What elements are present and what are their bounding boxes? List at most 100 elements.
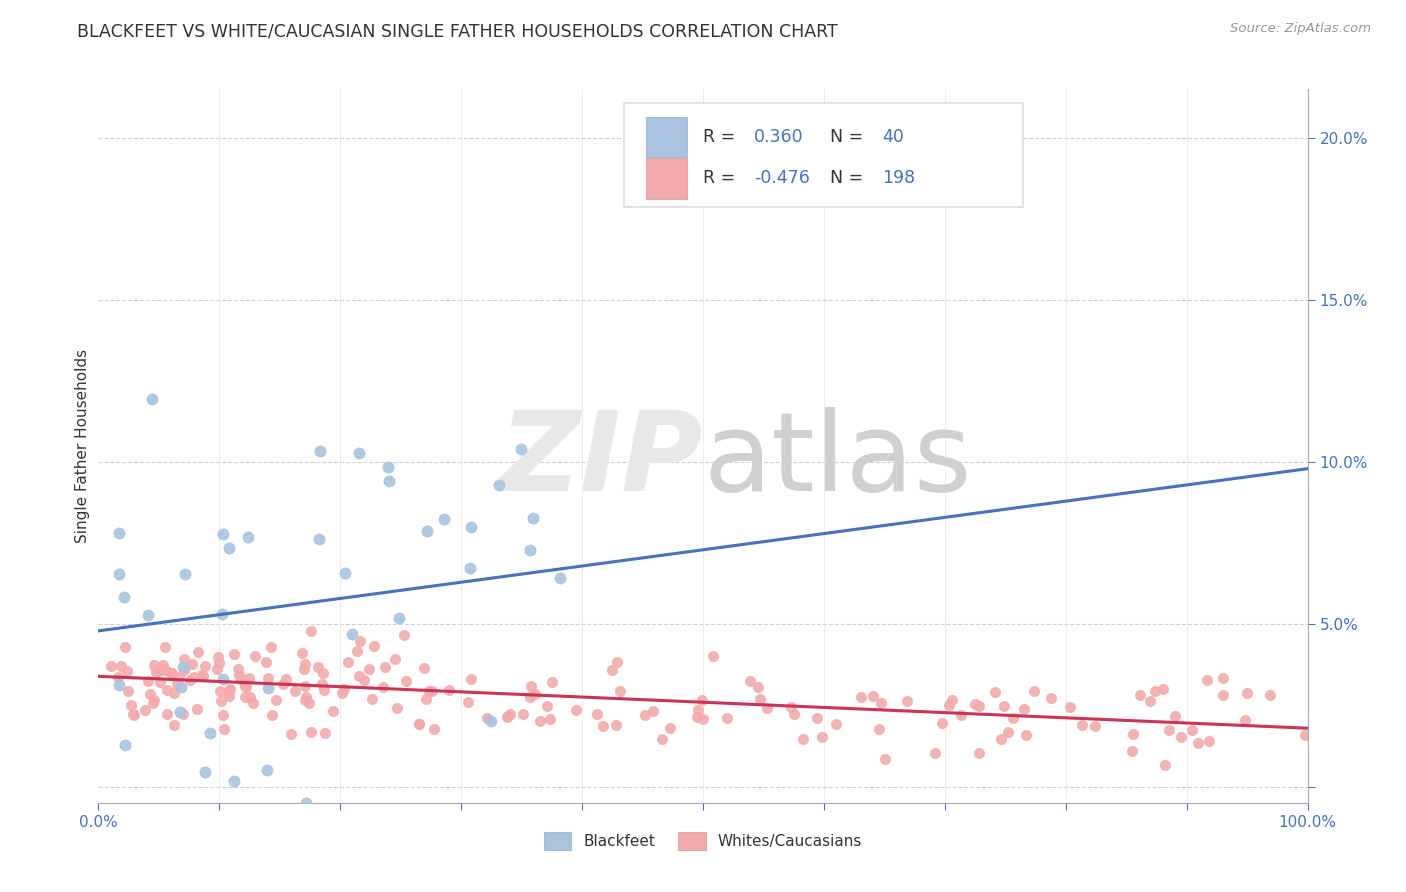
Point [173,566,195,581]
Point [212,708,235,723]
Point [950,708,973,723]
Point [984,685,1007,699]
Point [218,541,240,555]
Point [519,542,541,557]
Point [457,695,479,709]
Point [239,690,262,704]
Point [212,722,235,736]
Point [211,673,233,687]
Point [307,659,329,673]
Point [152,657,174,672]
Point [160,666,183,681]
Point [541,674,564,689]
Point [179,673,201,688]
Point [114,738,136,752]
Point [194,765,217,780]
Point [1234,713,1257,727]
Point [260,640,283,654]
Point [658,722,681,736]
Point [792,731,814,746]
Point [433,512,456,526]
Point [1197,673,1219,687]
Point [330,686,353,700]
Point [229,672,252,686]
Point [156,682,179,697]
Point [488,477,510,491]
Point [475,710,498,724]
Point [110,659,132,673]
Point [1139,694,1161,708]
Point [1212,671,1234,685]
Point [1014,728,1036,742]
Point [108,678,131,692]
Point [170,680,193,694]
Point [924,747,946,761]
Point [218,681,240,696]
Point [1164,709,1187,723]
Point [592,719,614,733]
Point [849,690,872,704]
Point [747,680,769,694]
Point [136,607,159,622]
Point [291,646,314,660]
Point [873,752,896,766]
Point [299,724,322,739]
Text: N =: N = [830,169,869,187]
Point [967,746,990,760]
Point [236,530,259,544]
Point [1121,727,1143,741]
Point [295,690,318,705]
Point [187,645,209,659]
Point [337,655,360,669]
Point [294,693,316,707]
Point [479,714,502,728]
Point [896,694,918,708]
Point [1152,682,1174,697]
Point [233,690,256,705]
Point [346,643,368,657]
Point [496,710,519,724]
Legend: Blackfeet, Whites/Caucasians: Blackfeet, Whites/Caucasians [537,826,869,855]
Point [228,662,250,676]
Point [256,764,278,778]
Point [155,640,177,654]
Point [298,696,321,710]
Point [1084,718,1107,732]
Point [155,663,177,677]
Point [783,707,806,722]
Point [139,687,162,701]
Point [112,590,135,604]
Point [460,520,482,534]
Point [415,691,437,706]
Text: atlas: atlas [703,407,972,514]
Point [460,673,482,687]
Point [264,692,287,706]
Point [1121,744,1143,758]
Point [349,446,371,460]
Point [716,711,738,725]
Point [292,662,315,676]
Point [641,704,664,718]
Point [120,698,142,713]
Text: R =: R = [703,128,741,146]
Point [207,649,229,664]
Point [205,662,228,676]
Point [100,659,122,673]
Point [1212,688,1234,702]
Point [218,689,240,703]
Point [606,655,628,669]
Point [416,524,439,538]
Point [142,696,165,710]
Point [811,731,834,745]
Point [141,392,163,406]
Point [938,698,960,712]
Point [115,664,138,678]
Point [586,707,609,722]
Point [408,716,430,731]
Point [117,683,139,698]
Text: 40: 40 [882,128,904,146]
Point [208,657,231,671]
Point [155,706,177,721]
Point [692,712,714,726]
Point [107,670,129,684]
